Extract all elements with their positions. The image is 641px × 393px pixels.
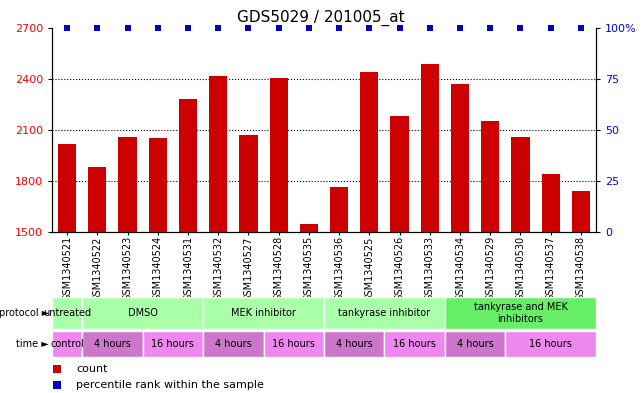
Bar: [324, 297, 445, 329]
Text: time ►: time ►: [16, 339, 49, 349]
Text: untreated: untreated: [43, 308, 91, 318]
Text: tankyrase inhibitor: tankyrase inhibitor: [338, 308, 431, 318]
Text: count: count: [76, 364, 108, 373]
Bar: [143, 331, 203, 357]
Bar: [82, 331, 143, 357]
Bar: [390, 116, 408, 232]
Text: protocol ►: protocol ►: [0, 308, 49, 318]
Bar: [82, 297, 203, 329]
Bar: [445, 297, 596, 329]
Bar: [203, 297, 324, 329]
Text: GDS5029 / 201005_at: GDS5029 / 201005_at: [237, 10, 404, 26]
Text: control: control: [50, 339, 84, 349]
Bar: [445, 331, 505, 357]
Text: 16 hours: 16 hours: [529, 339, 572, 349]
Text: tankyrase and MEK
inhibitors: tankyrase and MEK inhibitors: [474, 302, 567, 324]
Bar: [52, 297, 82, 329]
Bar: [119, 137, 137, 232]
Text: 4 hours: 4 hours: [336, 339, 372, 349]
Bar: [58, 143, 76, 232]
Text: 16 hours: 16 hours: [393, 339, 436, 349]
Text: 4 hours: 4 hours: [457, 339, 494, 349]
Bar: [209, 77, 228, 232]
Bar: [360, 72, 378, 232]
Bar: [270, 78, 288, 232]
Text: 4 hours: 4 hours: [215, 339, 252, 349]
Bar: [149, 138, 167, 232]
Text: percentile rank within the sample: percentile rank within the sample: [76, 380, 264, 390]
Text: MEK inhibitor: MEK inhibitor: [231, 308, 296, 318]
Bar: [203, 331, 263, 357]
Bar: [263, 331, 324, 357]
Bar: [512, 137, 529, 232]
Bar: [52, 331, 82, 357]
Bar: [420, 64, 439, 232]
Text: 4 hours: 4 hours: [94, 339, 131, 349]
Text: 16 hours: 16 hours: [272, 339, 315, 349]
Bar: [239, 135, 258, 232]
Text: DMSO: DMSO: [128, 308, 158, 318]
Bar: [451, 84, 469, 232]
Bar: [481, 121, 499, 232]
Bar: [330, 187, 348, 232]
Bar: [179, 99, 197, 232]
Bar: [324, 331, 385, 357]
Bar: [542, 174, 560, 232]
Bar: [572, 191, 590, 232]
Bar: [300, 224, 318, 232]
Bar: [505, 331, 596, 357]
Text: 16 hours: 16 hours: [151, 339, 194, 349]
Bar: [88, 167, 106, 232]
Bar: [385, 331, 445, 357]
